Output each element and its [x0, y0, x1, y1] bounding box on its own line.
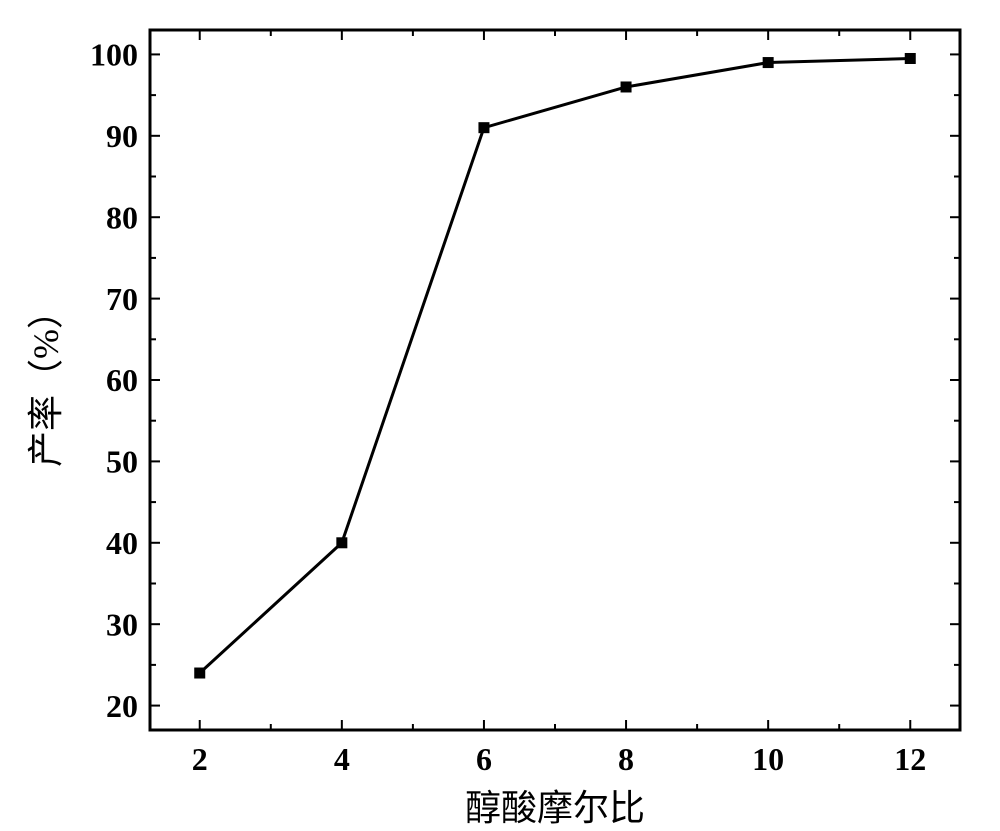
y-tick-label: 60 — [106, 362, 138, 398]
x-tick-label: 4 — [334, 741, 350, 777]
x-tick-label: 12 — [894, 741, 926, 777]
x-tick-label: 10 — [752, 741, 784, 777]
x-tick-label: 8 — [618, 741, 634, 777]
y-tick-label: 20 — [106, 688, 138, 724]
y-axis-label: 产率（%） — [26, 293, 66, 467]
y-tick-label: 30 — [106, 606, 138, 642]
y-tick-label: 50 — [106, 444, 138, 480]
data-marker — [337, 538, 347, 548]
data-marker — [479, 123, 489, 133]
x-tick-label: 6 — [476, 741, 492, 777]
x-tick-label: 2 — [192, 741, 208, 777]
data-marker — [905, 53, 915, 63]
y-tick-label: 100 — [90, 37, 138, 73]
y-tick-label: 40 — [106, 525, 138, 561]
y-tick-label: 70 — [106, 281, 138, 317]
data-marker — [621, 82, 631, 92]
chart-container: 2 4 6 8 10 12 20 30 40 50 60 70 80 90 100 醇酸摩尔比 产率（%） — [0, 0, 1000, 831]
y-tick-label: 90 — [106, 118, 138, 154]
y-tick-label: 80 — [106, 199, 138, 235]
yield-vs-ratio-chart: 2 4 6 8 10 12 20 30 40 50 60 70 80 90 100 醇酸摩尔比 产率（%） — [0, 0, 1000, 831]
data-marker — [763, 58, 773, 68]
data-marker — [195, 668, 205, 678]
x-axis-label: 醇酸摩尔比 — [465, 788, 645, 828]
